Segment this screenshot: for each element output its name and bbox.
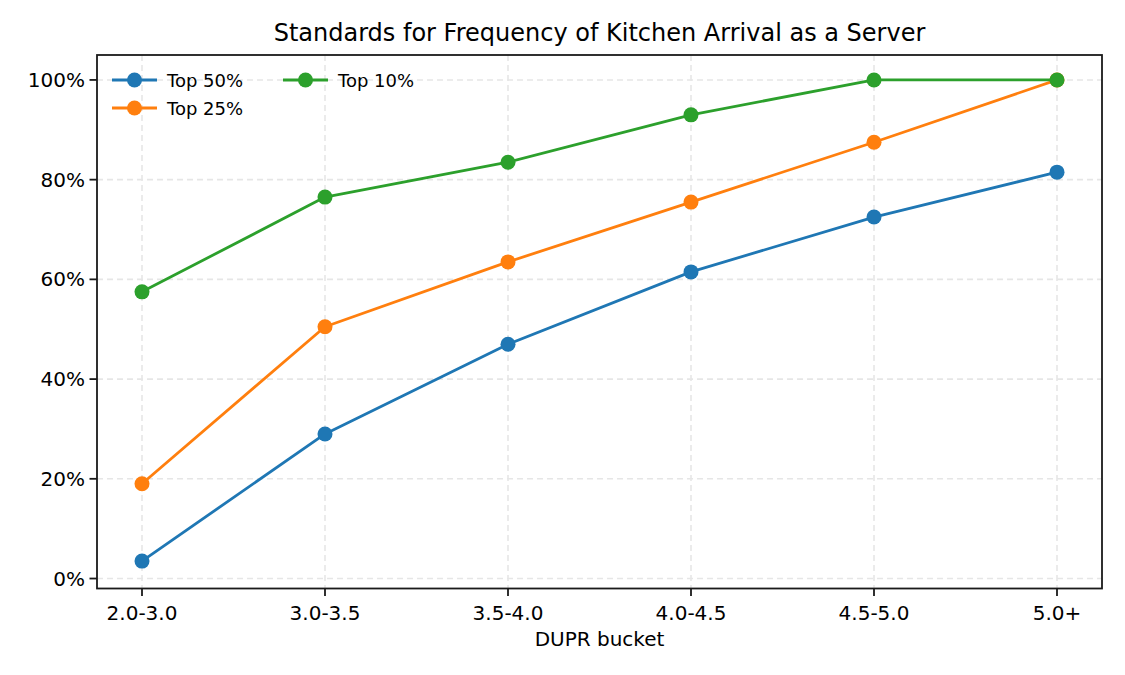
chart-figure: 0% 20% 40% 60% 80% 100% 2.0-3.0 3.0-3.5 3.5-4.0 4… xyxy=(0,0,1125,675)
series-line-top-10 xyxy=(142,80,1057,292)
y-tick-label: 100% xyxy=(28,68,85,92)
data-point-marker xyxy=(318,426,333,441)
series-line-top-25 xyxy=(142,80,1057,484)
series-top-10 xyxy=(135,72,1065,299)
data-point-marker xyxy=(501,254,516,269)
data-point-marker xyxy=(318,319,333,334)
data-point-marker xyxy=(684,107,699,122)
legend-marker-icon xyxy=(127,101,142,116)
legend-item-top-10: Top 10% xyxy=(283,70,414,91)
data-point-marker xyxy=(867,210,882,225)
series-top-50 xyxy=(135,165,1065,569)
data-point-marker xyxy=(135,476,150,491)
x-tick-label: 4.0-4.5 xyxy=(656,601,727,625)
y-tick-label: 40% xyxy=(41,367,85,391)
x-tick-label: 3.0-3.5 xyxy=(290,601,361,625)
grid xyxy=(97,55,1102,589)
data-point-marker xyxy=(867,135,882,150)
data-point-marker xyxy=(684,264,699,279)
data-point-marker xyxy=(135,554,150,569)
legend-label: Top 10% xyxy=(337,70,414,91)
data-point-marker xyxy=(867,72,882,87)
data-point-marker xyxy=(135,284,150,299)
legend-label: Top 50% xyxy=(166,70,243,91)
plot-border xyxy=(97,55,1102,589)
y-tick-label: 80% xyxy=(41,168,85,192)
data-point-marker xyxy=(501,337,516,352)
legend-label: Top 25% xyxy=(166,98,243,119)
legend-marker-icon xyxy=(127,73,142,88)
y-tick-label: 60% xyxy=(41,267,85,291)
y-tick-label: 0% xyxy=(53,567,85,591)
legend-item-top-50: Top 50% xyxy=(112,70,243,91)
x-tick-label: 2.0-3.0 xyxy=(107,601,178,625)
data-point-marker xyxy=(318,190,333,205)
x-tick-label: 3.5-4.0 xyxy=(473,601,544,625)
line-chart: 0% 20% 40% 60% 80% 100% 2.0-3.0 3.0-3.5 3.5-4.0 4… xyxy=(0,0,1125,675)
data-point-marker xyxy=(1050,165,1065,180)
chart-title: Standards for Frequency of Kitchen Arriv… xyxy=(274,19,926,47)
legend: Top 50% Top 25% Top 10% xyxy=(112,70,414,119)
legend-marker-icon xyxy=(298,73,313,88)
series-top-25 xyxy=(135,72,1065,491)
data-point-marker xyxy=(1050,72,1065,87)
data-point-marker xyxy=(501,155,516,170)
x-tick-label: 5.0+ xyxy=(1033,601,1082,625)
legend-item-top-25: Top 25% xyxy=(112,98,243,119)
y-tick-label: 20% xyxy=(41,467,85,491)
x-tick-label: 4.5-5.0 xyxy=(839,601,910,625)
x-axis-label: DUPR bucket xyxy=(535,627,665,651)
data-point-marker xyxy=(684,195,699,210)
